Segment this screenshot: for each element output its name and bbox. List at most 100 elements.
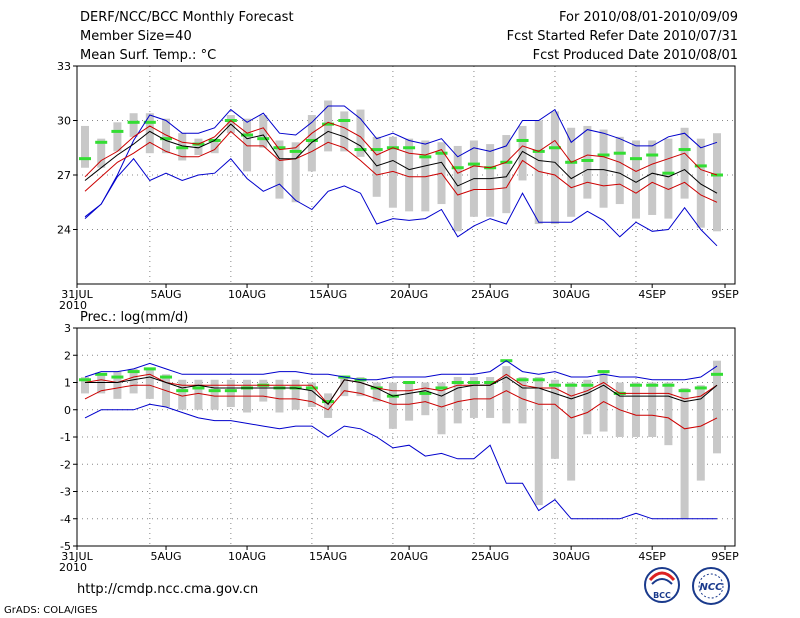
mean-marker bbox=[95, 140, 108, 144]
ensemble-box bbox=[145, 368, 154, 399]
x-tick-label: 5AUG bbox=[150, 288, 181, 301]
x-tick-label: 15AUG bbox=[309, 550, 347, 563]
x-tick-label: 30AUG bbox=[552, 288, 590, 301]
mean-marker bbox=[111, 375, 124, 379]
mean-marker bbox=[354, 148, 367, 152]
mean-marker bbox=[305, 386, 318, 390]
ensemble-box bbox=[583, 125, 592, 199]
mean-marker bbox=[273, 146, 286, 150]
mean-marker bbox=[711, 372, 723, 376]
mean-marker bbox=[305, 138, 318, 142]
mean-marker bbox=[403, 381, 416, 384]
x-tick-label: 25AUG bbox=[471, 550, 509, 563]
ensemble-box bbox=[648, 382, 657, 437]
prec-max-line bbox=[84, 360, 718, 381]
x-tick-label: 10AUG bbox=[228, 288, 266, 301]
ensemble-box bbox=[194, 138, 203, 156]
ensemble-box bbox=[567, 382, 576, 481]
x-tick-label: 30AUG bbox=[552, 550, 590, 563]
y-tick-label: 3 bbox=[64, 322, 71, 335]
ensemble-box bbox=[275, 379, 284, 413]
ensemble-box bbox=[583, 379, 592, 435]
mean-marker bbox=[224, 389, 237, 393]
ensemble-box bbox=[291, 379, 300, 410]
chart-title: DERF/NCC/BCC Monthly Forecast bbox=[80, 10, 294, 25]
ensemble-box bbox=[518, 125, 527, 181]
bcc-logo: BCC bbox=[644, 567, 680, 603]
ensemble-box bbox=[599, 129, 608, 208]
ensemble-box bbox=[469, 377, 478, 418]
ensemble-box bbox=[340, 377, 349, 397]
ensemble-box bbox=[226, 379, 235, 408]
mean-marker bbox=[127, 370, 140, 374]
ensemble-box bbox=[534, 120, 543, 225]
ensemble-box bbox=[259, 379, 268, 402]
mean-marker bbox=[127, 120, 140, 124]
source-url[interactable]: http://cmdp.ncc.cma.gov.cn bbox=[77, 582, 259, 597]
y-tick-label: -2 bbox=[60, 458, 71, 471]
y-tick-label: -1 bbox=[60, 431, 71, 444]
mean-marker bbox=[694, 164, 707, 168]
y-tick-label: 24 bbox=[57, 224, 71, 237]
x-tick-label: 20AUG bbox=[390, 550, 428, 563]
y-tick-label: -5 bbox=[60, 540, 71, 553]
temp-max-line bbox=[84, 105, 718, 218]
ensemble-box bbox=[502, 366, 511, 424]
ensemble-box bbox=[421, 382, 430, 416]
y-tick-label: -3 bbox=[60, 486, 71, 499]
forecast-period: For 2010/08/01-2010/09/09 bbox=[559, 10, 738, 25]
mean-marker bbox=[241, 133, 254, 137]
ensemble-box bbox=[453, 145, 462, 232]
x-tick-label: 4SEP bbox=[638, 288, 666, 301]
mean-marker bbox=[370, 148, 383, 152]
prec-p75-line bbox=[84, 373, 718, 406]
ensemble-box bbox=[388, 136, 397, 208]
ensemble-box bbox=[81, 377, 89, 394]
ensemble-box bbox=[129, 368, 138, 394]
y-tick-label: 30 bbox=[57, 115, 71, 128]
ensemble-box bbox=[259, 115, 268, 148]
bcc-logo-text: BCC bbox=[653, 591, 671, 600]
ensemble-box bbox=[713, 360, 721, 454]
ensemble-box bbox=[680, 127, 689, 199]
mean-marker bbox=[79, 378, 91, 382]
ensemble-box bbox=[648, 140, 657, 215]
mean-marker bbox=[143, 120, 156, 124]
ensemble-box bbox=[275, 140, 284, 199]
ensemble-box bbox=[356, 109, 365, 157]
mean-marker bbox=[95, 372, 108, 376]
mean-marker bbox=[629, 157, 642, 161]
mean-marker bbox=[192, 386, 205, 390]
ensemble-box bbox=[291, 142, 300, 203]
ensemble-box bbox=[129, 113, 138, 137]
ensemble-box bbox=[713, 133, 721, 232]
ensemble-box bbox=[372, 136, 381, 197]
mean-marker bbox=[516, 378, 529, 382]
mean-marker bbox=[451, 166, 464, 170]
mean-marker bbox=[338, 119, 351, 122]
mean-marker bbox=[597, 153, 610, 157]
mean-marker bbox=[516, 138, 529, 142]
precip-label: Prec.: log(mm/d) bbox=[80, 310, 189, 325]
prec-p25-line bbox=[84, 384, 718, 430]
mean-marker bbox=[484, 381, 497, 384]
temp-p25-line bbox=[84, 130, 718, 203]
variable-label: Mean Surf. Temp.: °C bbox=[80, 48, 217, 63]
ensemble-box bbox=[664, 382, 673, 446]
ensemble-box bbox=[113, 122, 122, 152]
mean-marker bbox=[646, 153, 659, 157]
x-tick-label: 9SEP bbox=[711, 288, 739, 301]
ensemble-box bbox=[372, 382, 381, 402]
ensemble-box bbox=[534, 377, 543, 506]
y-tick-label: 0 bbox=[64, 404, 71, 417]
ensemble-box bbox=[210, 379, 219, 410]
ensemble-box bbox=[388, 382, 397, 429]
ensemble-box bbox=[210, 138, 219, 154]
mean-marker bbox=[435, 386, 448, 390]
refer-date: Fcst Started Refer Date 2010/07/31 bbox=[506, 29, 738, 44]
x-tick-label: 25AUG bbox=[471, 288, 509, 301]
mean-marker bbox=[257, 137, 270, 141]
mean-marker bbox=[678, 389, 691, 393]
ensemble-box bbox=[307, 115, 316, 172]
